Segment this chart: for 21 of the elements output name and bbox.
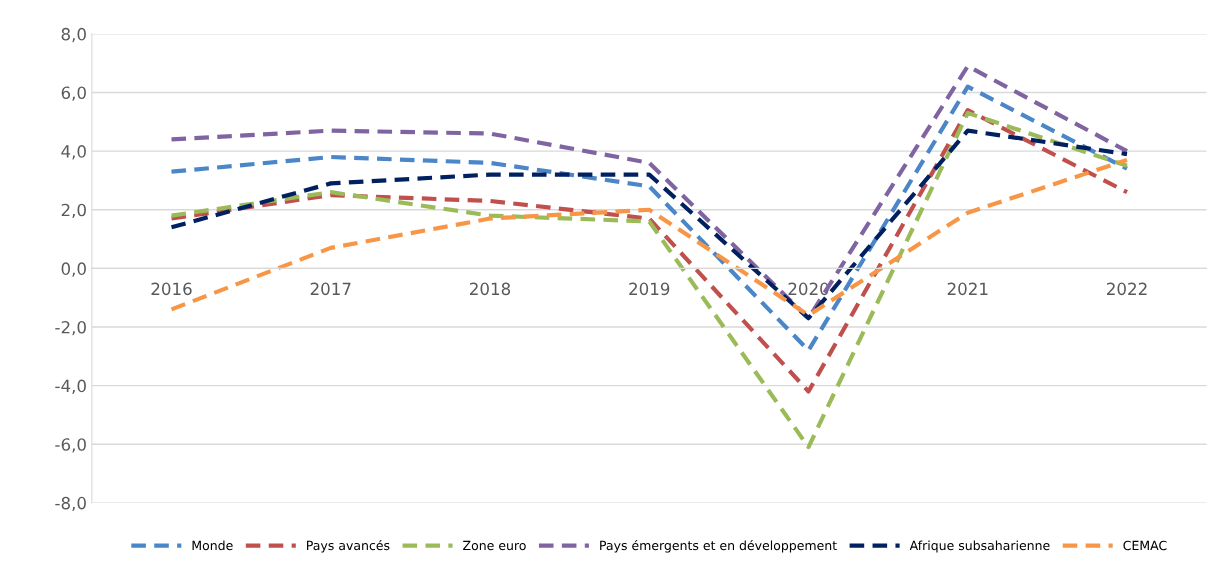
y-tick-label: 8,0 [61,27,86,43]
legend-label: Pays émergents et en développement [600,539,837,553]
y-tick-label: -8,0 [55,496,86,512]
y-tick-label: -6,0 [55,438,86,453]
x-tick-label: 2018 [470,282,511,296]
legend-label: Zone euro [463,540,526,551]
y-tick-label: 0,0 [61,262,86,277]
x-tick-label: 2016 [151,282,192,296]
y-tick-label: 4,0 [61,145,86,160]
legend-label: Afrique subsaharienne [909,540,1050,553]
x-tick-label: 2021 [947,282,988,296]
legend-label: Monde [192,540,233,551]
y-tick-label: 6,0 [61,86,86,101]
x-tick-label: 2019 [629,282,670,296]
x-tick-label: 2022 [1107,282,1147,296]
legend-label: CEMAC [1123,540,1167,551]
y-tick-label: -4,0 [55,379,86,394]
x-tick-label: 2017 [310,282,351,296]
y-tick-label: 2,0 [61,203,86,219]
legend-label: Pays avancés [307,539,390,553]
y-tick-label: -2,0 [55,320,86,336]
